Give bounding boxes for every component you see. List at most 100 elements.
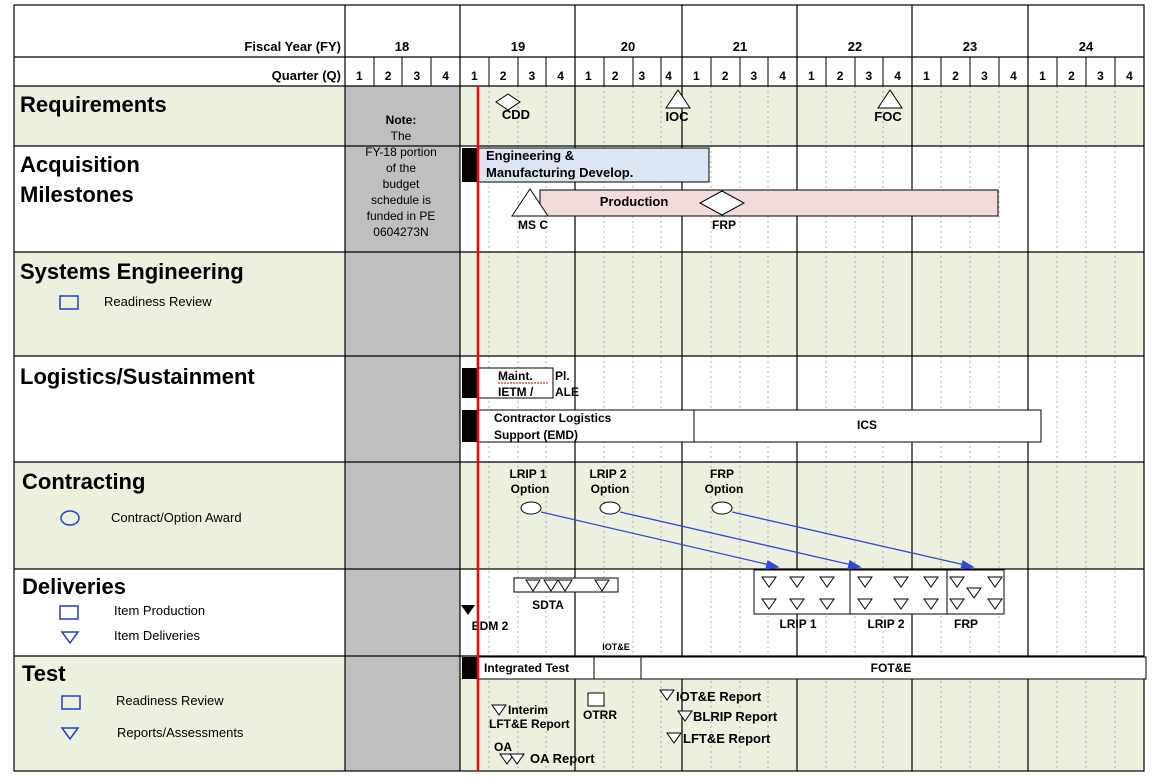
bg-systems-engineering — [14, 252, 1144, 356]
quarter-number: 1 — [808, 69, 815, 83]
quarter-number: 1 — [356, 69, 363, 83]
emd-label-1: Engineering & — [486, 148, 574, 163]
emd-bar — [476, 147, 710, 183]
quarter-number: 1 — [923, 69, 930, 83]
quarter-number: 3 — [981, 69, 988, 83]
quarter-number: 3 — [751, 69, 758, 83]
oa-label: OA — [494, 740, 512, 754]
cls-label-1: Contractor Logistics — [494, 411, 612, 425]
quarter-number: 4 — [442, 69, 449, 83]
integrated-test-marker — [462, 657, 477, 679]
se-legend-label: Readiness Review — [104, 294, 212, 309]
ale-label: ALE — [555, 385, 579, 399]
quarter-number: 1 — [1039, 69, 1046, 83]
award-arrows — [540, 511, 975, 570]
otrr-label: OTRR — [583, 708, 617, 722]
frp-option-label-1: FRP — [710, 467, 734, 481]
ics-label: ICS — [857, 418, 877, 432]
year-21: 21 — [733, 39, 747, 54]
contracting-legend-label: Contract/Option Award — [111, 510, 242, 525]
note-line-3: FY-18 portion — [365, 145, 437, 159]
foc-triangle — [877, 89, 903, 109]
quarter-number: 2 — [952, 69, 959, 83]
production-label: Production — [600, 194, 669, 209]
contract-award-legend-icon — [60, 510, 80, 526]
frp-delivery-label: FRP — [954, 617, 978, 631]
outer-border — [13, 4, 1145, 772]
quarter-number: 3 — [529, 69, 536, 83]
interim-label-2: LFT&E Report — [489, 717, 570, 731]
quarter-number: 1 — [585, 69, 592, 83]
frp-diamond — [698, 190, 746, 216]
frp-option-label-2: Option — [705, 482, 744, 496]
quarter-number: 4 — [1010, 69, 1017, 83]
quarter-number: 4 — [894, 69, 901, 83]
readiness-review-legend-icon — [59, 295, 79, 310]
row-title-contracting: Contracting — [22, 469, 145, 494]
quarter-number: 4 — [779, 69, 786, 83]
iote-bar — [593, 656, 642, 680]
fy18-note: Note: The FY-18 portion of the budget sc… — [365, 113, 437, 239]
row-title-acquisition-1: Acquisition — [20, 152, 140, 177]
otrr-box — [587, 692, 605, 707]
foc-label: FOC — [874, 109, 902, 124]
year-labels: 18 19 20 21 22 23 24 — [395, 39, 1094, 54]
interim-label-1: Interim — [508, 703, 548, 717]
production-deliveries — [761, 576, 1003, 610]
quarter-number: 2 — [722, 69, 729, 83]
emd-marker — [462, 148, 477, 182]
row-title-test: Test — [22, 661, 66, 686]
test-legend-label-1: Readiness Review — [116, 693, 224, 708]
iote-report-label: IOT&E Report — [676, 689, 762, 704]
year-24: 24 — [1079, 39, 1094, 54]
pl-label: Pl. — [555, 369, 570, 383]
cls-label-2: Support (EMD) — [494, 428, 578, 442]
test-readiness-legend-icon — [61, 695, 81, 710]
note-line-1: Note: — [386, 113, 417, 127]
ics-bar — [693, 409, 1042, 443]
quarter-number: 3 — [414, 69, 421, 83]
fote-bar — [640, 656, 1147, 680]
quarter-number: 4 — [665, 69, 672, 83]
note-line-4: of the — [386, 161, 416, 175]
quarter-number: 2 — [837, 69, 844, 83]
row-title-deliveries: Deliveries — [22, 574, 126, 599]
quarter-number: 3 — [866, 69, 873, 83]
blrip-report-triangle — [677, 710, 693, 722]
maint-label: Maint. — [498, 369, 533, 383]
integrated-test-label: Integrated Test — [484, 661, 569, 675]
header-quarter-lines — [373, 57, 1116, 86]
lrip2-award-circle — [599, 501, 621, 515]
lfte-report-triangle — [666, 732, 682, 744]
ioc-triangle — [665, 89, 691, 109]
note-line-6: schedule is — [371, 193, 431, 207]
reports-legend-icon — [60, 727, 80, 741]
lrip2-option-label-2: Option — [591, 482, 630, 496]
oa-triangle-2 — [509, 753, 525, 765]
row-lines — [14, 56, 1144, 657]
quarter-number: 2 — [385, 69, 392, 83]
emd-label-2: Manufacturing Develop. — [486, 165, 633, 180]
bg-contracting — [14, 462, 1144, 569]
year-lines — [344, 5, 1029, 771]
lrip1-award-circle — [520, 501, 542, 515]
note-line-8: 0604273N — [373, 225, 428, 239]
lrip1-delivery-label: LRIP 1 — [779, 617, 816, 631]
lrip1-option-label-1: LRIP 1 — [509, 467, 546, 481]
blrip-report-label: BLRIP Report — [693, 709, 778, 724]
frp-award-circle — [711, 501, 733, 515]
year-23: 23 — [963, 39, 977, 54]
row-title-logistics: Logistics/Sustainment — [20, 364, 255, 389]
note-line-5: budget — [383, 177, 420, 191]
fy-label: Fiscal Year (FY) — [244, 39, 341, 54]
year-22: 22 — [848, 39, 862, 54]
quarter-number: 1 — [471, 69, 478, 83]
lrip1-option-label-2: Option — [511, 482, 550, 496]
msc-label: MS C — [518, 218, 548, 232]
edm2-label: EDM 2 — [472, 619, 509, 633]
item-production-legend-icon — [59, 605, 79, 620]
ietm-label: IETM / — [498, 385, 534, 399]
year-20: 20 — [621, 39, 635, 54]
sdta-label: SDTA — [532, 598, 564, 612]
